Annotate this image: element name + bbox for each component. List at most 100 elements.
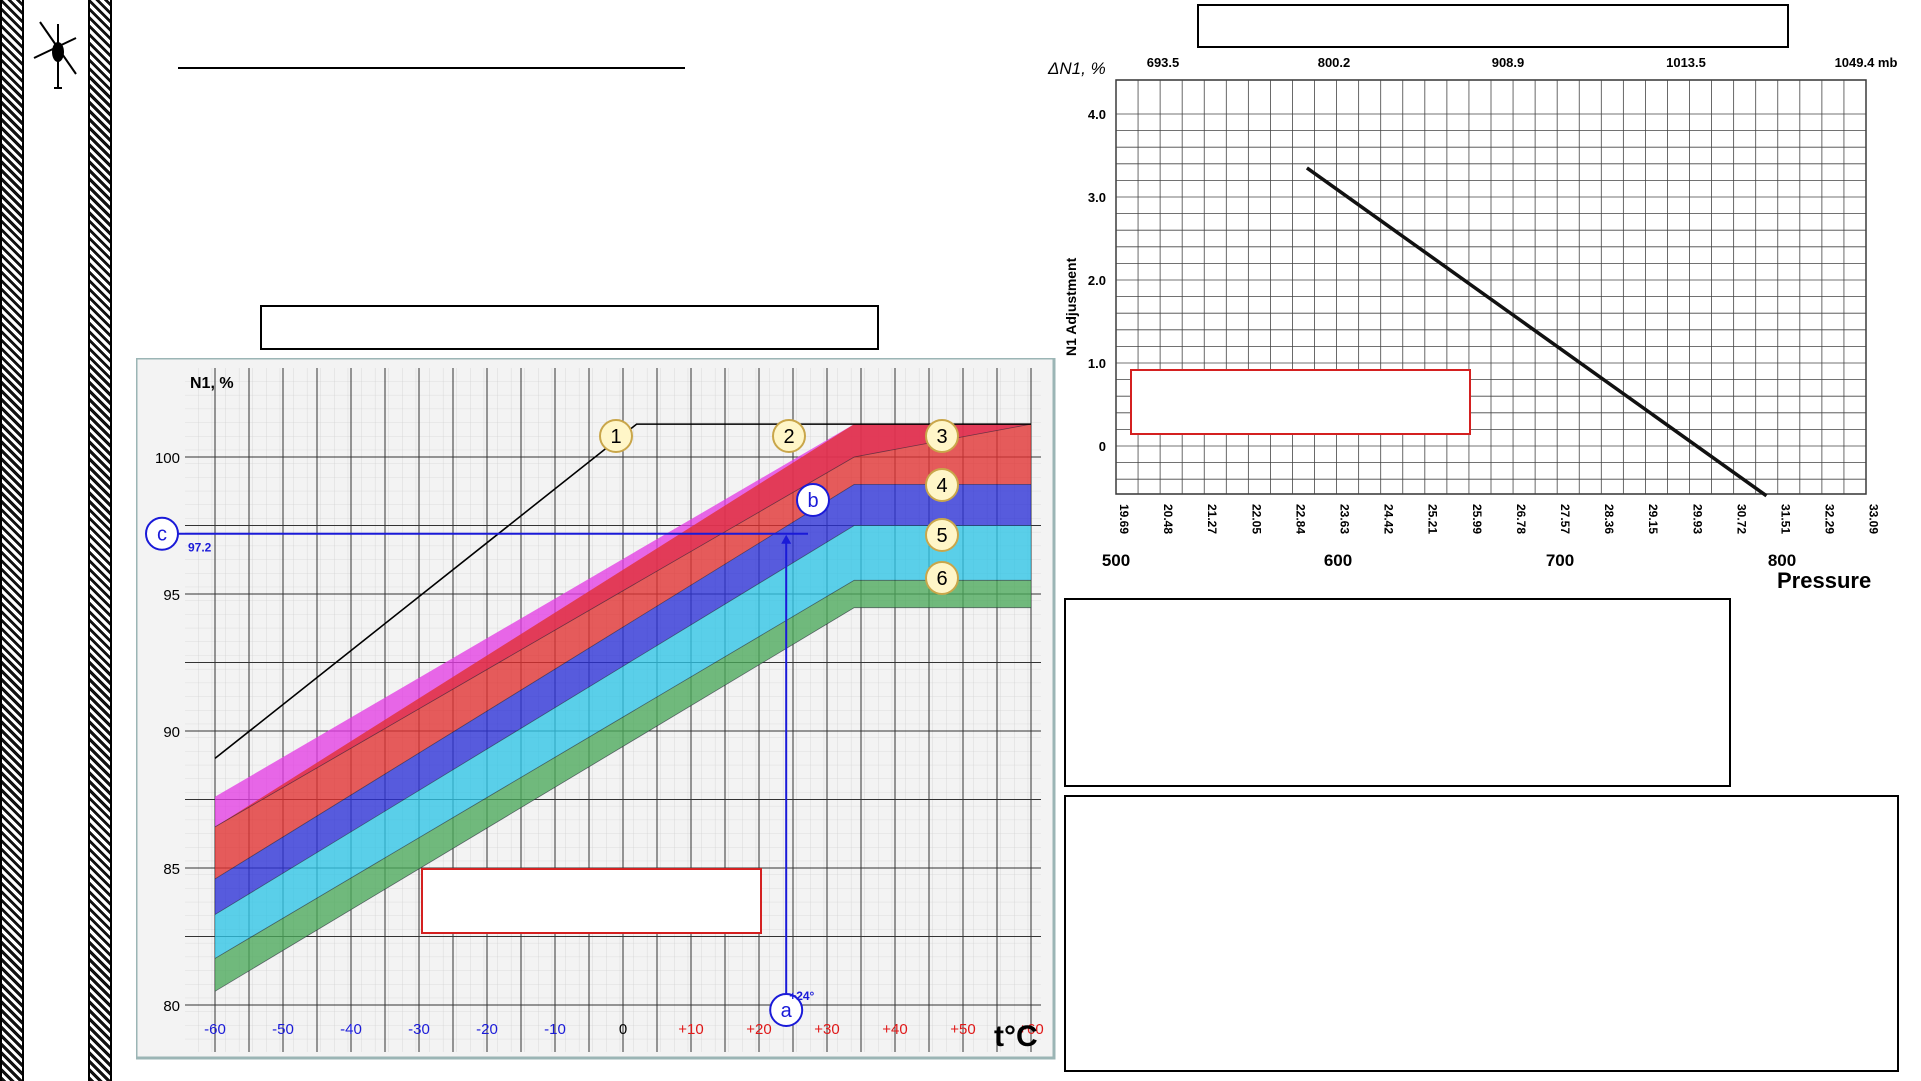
top-pressure-label: 1049.4 mb — [1835, 55, 1898, 70]
x-tick-label: -20 — [476, 1021, 498, 1038]
x-tick-label: -50 — [272, 1021, 294, 1038]
marker-label: 1 — [610, 426, 621, 448]
x-tick-label: +40 — [882, 1021, 907, 1038]
top-pressure-label: 693.5 — [1147, 55, 1180, 70]
n1-adjustment-pressure-chart: 693.5 800.2 908.9 1013.5 1049.4 mb 0 1.0 2.0 3.0… — [1047, 55, 1898, 593]
marker-circle — [925, 561, 959, 595]
top-pressure-label: 908.9 — [1492, 55, 1525, 70]
marker-one: 1 — [599, 419, 633, 453]
axis-ticks: 693.5 800.2 908.9 1013.5 1049.4 mb 0 1.0 2.0 3.0… — [1088, 55, 1898, 570]
readout-temperature: +24° — [789, 989, 814, 1003]
inhg-tick-label: 21.27 — [1205, 504, 1219, 534]
marker-two: 2 — [772, 419, 806, 453]
text-panel-upper — [1064, 598, 1731, 787]
text-panel-lower — [1064, 795, 1899, 1072]
marker-label: 2 — [783, 426, 794, 448]
marker-five: 5 — [925, 518, 959, 552]
marker-six: 6 — [925, 561, 959, 595]
footer-strip — [340, 1073, 1880, 1081]
marker-circle — [772, 419, 806, 453]
inhg-tick-label: 22.05 — [1249, 504, 1263, 534]
marker-label: 5 — [936, 525, 947, 547]
title-underline — [178, 67, 685, 69]
band-edge-4 — [214, 525, 1031, 915]
right-chart-title-box — [1197, 4, 1789, 48]
x-tick-label: +20 — [746, 1021, 771, 1038]
left-chart-title-box — [260, 305, 879, 350]
marker-label: b — [807, 490, 818, 512]
marker-label: 3 — [936, 426, 947, 448]
inhg-tick-label: 29.15 — [1646, 504, 1660, 534]
y-tick-label: 100 — [155, 450, 180, 467]
adjustment-line — [1305, 166, 1768, 498]
inhg-tick-label: 31.51 — [1779, 504, 1793, 534]
inhg-tick-label: 19.69 — [1117, 504, 1131, 534]
x-tick-label: 800 — [1768, 551, 1796, 570]
x-tick-label: +60 — [1018, 1021, 1043, 1038]
inhg-tick-label: 24.42 — [1382, 504, 1396, 534]
inhg-tick-label: 25.99 — [1470, 504, 1484, 534]
inhg-tick-label: 27.57 — [1558, 504, 1572, 534]
inhg-tick-label: 32.29 — [1823, 504, 1837, 534]
y-tick-label: 85 — [163, 861, 180, 878]
y-tick-label: 3.0 — [1088, 190, 1106, 205]
inhg-tick-label: 25.21 — [1426, 504, 1440, 534]
left-hatched-border — [0, 0, 24, 1081]
adjustment-series-line — [1305, 166, 1768, 498]
inhg-tick-label: 28.36 — [1602, 504, 1616, 534]
marker-label: c — [157, 524, 167, 546]
n1-temperature-chart: -60 -50 -40 -30 -20 -10 0 +10 +20 +30 +40 +50 +60 80 8… — [136, 358, 1056, 1060]
marker-label: a — [781, 1000, 793, 1022]
y-tick-label: 1.0 — [1088, 356, 1106, 371]
marker-four: 4 — [925, 468, 959, 502]
inhg-tick-label: 23.63 — [1338, 504, 1352, 534]
x-tick-label: -30 — [408, 1021, 430, 1038]
band-edge-5 — [214, 579, 1031, 959]
helicopter-logo-icon — [33, 21, 77, 89]
readout-n1-value: 97.2 — [188, 541, 212, 555]
right-hatched-border — [88, 0, 112, 1081]
band-edge-2 — [214, 423, 1032, 828]
inhg-tick-label: 22.84 — [1293, 504, 1307, 534]
marker-c: c — [145, 516, 179, 551]
marker-circle — [925, 419, 959, 453]
right-chart-note-box — [1130, 369, 1471, 435]
readout-arrow-up — [781, 534, 792, 544]
marker-circle — [145, 516, 179, 551]
top-pressure-label: 800.2 — [1318, 55, 1351, 70]
x-tick-label: 0 — [619, 1021, 627, 1038]
band-edge-6 — [214, 607, 1031, 992]
marker-three: 3 — [925, 419, 959, 453]
line-1 — [214, 423, 1031, 760]
x-tick-label: 600 — [1324, 551, 1352, 570]
y-tick-label: 2.0 — [1088, 273, 1106, 288]
marker-circle — [925, 518, 959, 552]
y-axis-label: ΔN1, % — [1047, 59, 1106, 78]
marker-a: a — [769, 993, 804, 1027]
inhg-tick-label: 29.93 — [1690, 504, 1704, 534]
axis-ticks: -60 -50 -40 -30 -20 -10 0 +10 +20 +30 +40 +50 +60 80 8… — [155, 450, 1044, 1038]
x-tick-label: 500 — [1102, 551, 1130, 570]
inhg-tick-label: 26.78 — [1514, 504, 1528, 534]
inhg-tick-label: 30.72 — [1734, 504, 1748, 534]
band-markers: 1 2 3 4 5 6 b c a — [145, 419, 959, 1027]
y-tick-label: 0 — [1099, 439, 1106, 454]
marker-circle — [925, 468, 959, 502]
x-axis-label: Pressure — [1777, 568, 1871, 593]
y-tick-label: 80 — [163, 998, 180, 1015]
y-tick-label: 95 — [163, 587, 180, 604]
top-pressure-label: 1013.5 — [1666, 55, 1706, 70]
marker-b: b — [796, 483, 830, 517]
x-tick-label: 700 — [1546, 551, 1574, 570]
y-tick-label: 4.0 — [1088, 107, 1106, 122]
x-tick-label: -60 — [204, 1021, 226, 1038]
x-axis-label: t°C — [994, 1020, 1038, 1053]
band-3 — [215, 424, 1031, 879]
inhg-tick-label: 20.48 — [1161, 504, 1175, 534]
y-tick-label: 90 — [163, 724, 180, 741]
x-tick-label: +10 — [678, 1021, 703, 1038]
marker-circle — [769, 993, 804, 1027]
marker-circle — [796, 483, 830, 517]
x-tick-label: +50 — [950, 1021, 975, 1038]
x-tick-label: -40 — [340, 1021, 362, 1038]
